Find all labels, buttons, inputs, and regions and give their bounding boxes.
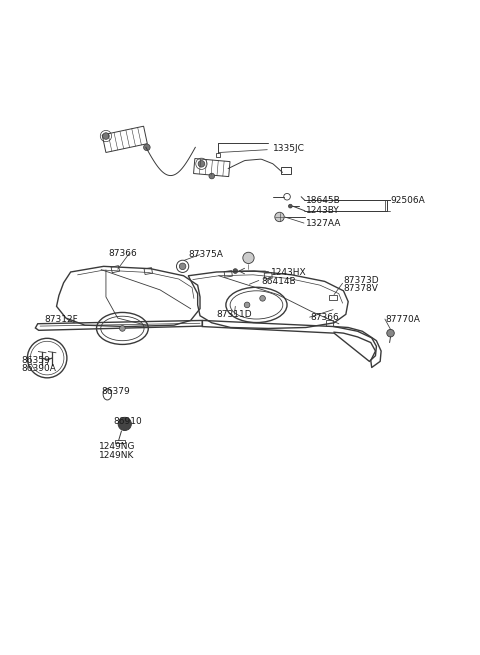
Text: 87770A: 87770A	[386, 314, 420, 324]
Text: 1335JC: 1335JC	[273, 144, 305, 153]
Circle shape	[144, 144, 150, 151]
Text: 87311D: 87311D	[216, 310, 252, 319]
Text: 1327AA: 1327AA	[306, 219, 341, 227]
Circle shape	[209, 173, 215, 179]
Text: 87375A: 87375A	[188, 250, 223, 259]
Text: 87366: 87366	[108, 249, 137, 257]
Text: 86390A: 86390A	[21, 364, 56, 373]
Text: 87366: 87366	[311, 312, 339, 322]
Text: 87378V: 87378V	[344, 284, 378, 293]
Circle shape	[243, 252, 254, 263]
Text: 86414B: 86414B	[261, 277, 296, 286]
Text: 87312F: 87312F	[45, 314, 79, 324]
Bar	[281, 166, 291, 174]
Bar	[115, 440, 125, 443]
Text: 1249NG: 1249NG	[99, 441, 135, 451]
Text: 18645B: 18645B	[306, 196, 341, 205]
Circle shape	[103, 133, 109, 140]
Text: 1243BY: 1243BY	[306, 206, 340, 215]
Circle shape	[233, 269, 238, 273]
Circle shape	[198, 160, 204, 167]
Circle shape	[275, 212, 284, 221]
Circle shape	[288, 204, 292, 208]
Text: 92506A: 92506A	[391, 196, 425, 205]
Text: 1249NK: 1249NK	[99, 451, 134, 460]
Circle shape	[180, 263, 186, 270]
Circle shape	[260, 295, 265, 301]
Text: 86379: 86379	[101, 386, 130, 396]
Text: 86910: 86910	[113, 417, 142, 426]
Text: 86359: 86359	[21, 356, 50, 365]
Circle shape	[387, 329, 394, 337]
Text: 87373D: 87373D	[344, 276, 379, 285]
Bar	[216, 153, 220, 157]
Circle shape	[244, 302, 250, 308]
Text: 1243HX: 1243HX	[271, 268, 306, 277]
Circle shape	[118, 417, 132, 430]
Circle shape	[120, 326, 125, 331]
